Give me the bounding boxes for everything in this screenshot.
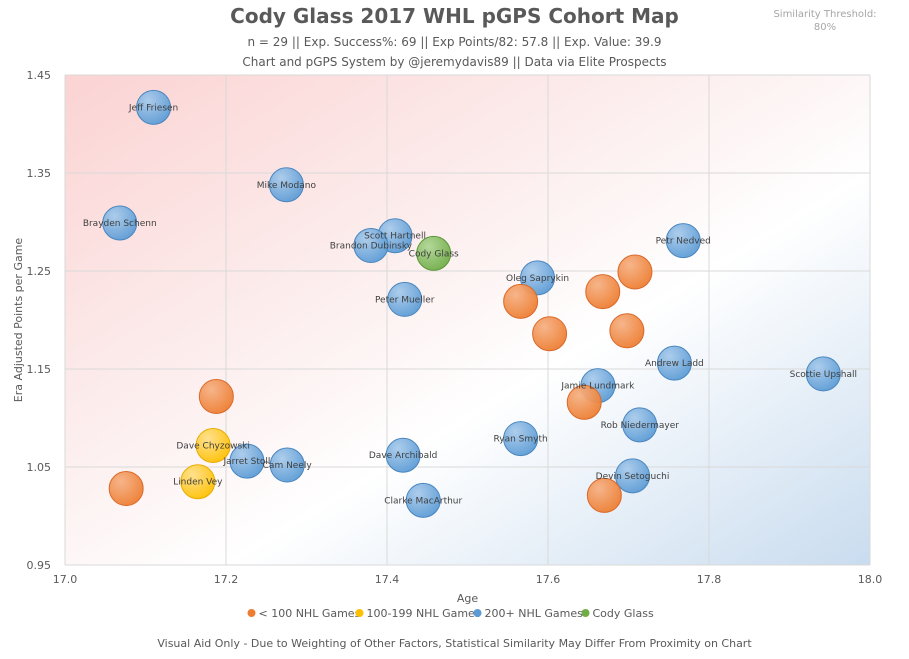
point-label: Peter Mueller	[375, 295, 435, 305]
chart-subtitle-stats: n = 29 || Exp. Success%: 69 || Exp Point…	[247, 35, 662, 49]
bubble-brayden-schenn	[102, 205, 138, 241]
point-label: Rob Niedermayer	[601, 421, 680, 431]
bubble-brandon-dubinsky	[353, 228, 389, 264]
legend-marker-200plus	[473, 609, 482, 617]
legend-marker-glass	[581, 609, 590, 617]
bubble-unnamed-lt100	[108, 471, 144, 507]
bubble-unnamed-lt100	[503, 283, 539, 319]
y-tick-label: 1.45	[27, 69, 52, 82]
bubble-unnamed-lt100	[198, 378, 234, 414]
x-axis-title: Age	[457, 592, 479, 605]
bubble-andrew-ladd	[656, 345, 692, 381]
point-label: Jarret Stoll	[222, 457, 270, 467]
data-points: Jeff Friesen Mike Modano Brayden Schenn Sco…	[83, 89, 857, 518]
chart-subtitle-credits: Chart and pGPS System by @jeremydavis89 …	[242, 55, 667, 69]
point-label: Brayden Schenn	[83, 219, 157, 229]
y-tick-label: 1.25	[27, 265, 52, 278]
y-tick-label: 1.35	[27, 167, 52, 180]
y-tick-label: 0.95	[27, 559, 52, 572]
bubble-unnamed-lt100	[586, 477, 622, 513]
bubble-jeff-friesen	[136, 89, 172, 125]
point-label: Dave Archibald	[369, 451, 437, 461]
bubble-rob-niedermayer	[622, 407, 658, 443]
bubble-scottie-upshall	[805, 356, 841, 392]
bubble-linden-vey	[180, 464, 216, 500]
x-tick-label: 17.6	[536, 573, 561, 586]
legend-label-lt100: < 100 NHL Games	[259, 607, 361, 620]
legend-marker-lt100	[247, 609, 256, 617]
point-label: Scott Hartnell	[364, 232, 426, 242]
point-label: Jamie Lundmark	[560, 382, 635, 392]
point-label: Andrew Ladd	[645, 359, 704, 369]
x-tick-label: 18.0	[858, 573, 883, 586]
bubble-dave-chyzowski	[195, 427, 231, 463]
bubble-unnamed-lt100	[566, 384, 602, 420]
point-label: Jeff Friesen	[128, 103, 178, 113]
similarity-threshold: Similarity Threshold: 80%	[760, 8, 890, 34]
y-tick-label: 1.15	[27, 363, 52, 376]
chart-title: Cody Glass 2017 WHL pGPS Cohort Map	[230, 4, 679, 28]
y-axis-title: Era Adjusted Points per Game	[12, 238, 25, 403]
bubble-dave-archibald	[385, 437, 421, 473]
point-label: Mike Modano	[257, 181, 317, 191]
bubble-cody-glass	[416, 235, 452, 271]
bubble-unnamed-lt100	[532, 316, 568, 352]
bubble-ryan-smyth	[503, 421, 539, 457]
point-label: Brandon Dubinsky	[330, 242, 413, 252]
x-tick-label: 17.4	[375, 573, 400, 586]
bubble-petr-nedved	[665, 223, 701, 259]
point-label: Oleg Saprykin	[506, 274, 569, 284]
point-label: Ryan Smyth	[494, 435, 548, 445]
point-label: Devin Setoguchi	[596, 472, 670, 482]
bubble-unnamed-lt100	[609, 313, 645, 349]
bubble-jarret-stoll	[229, 443, 265, 479]
legend-label-glass: Cody Glass	[593, 607, 654, 620]
bubble-devin-setoguchi	[615, 458, 651, 494]
similarity-threshold-label: Similarity Threshold:	[773, 9, 877, 20]
bubble-unnamed-lt100	[585, 274, 621, 310]
bubble-peter-mueller	[387, 281, 423, 317]
point-label: Cam Neely	[263, 461, 313, 471]
point-label: Petr Nedved	[656, 237, 711, 247]
bubble-mike-modano	[268, 167, 304, 203]
y-tick-label: 1.05	[27, 461, 52, 474]
x-tick-label: 17.2	[214, 573, 239, 586]
legend-marker-100to199	[355, 609, 364, 617]
legend: < 100 NHL Games 100-199 NHL Games 200+ NHL…	[247, 607, 654, 620]
similarity-threshold-value: 80%	[813, 22, 837, 33]
point-label: Clarke MacArthur	[384, 496, 462, 506]
bubble-clarke-macarthur	[405, 482, 441, 518]
bubble-cam-neely	[269, 447, 305, 483]
point-label: Scottie Upshall	[790, 370, 857, 380]
point-label: Dave Chyzowski	[176, 441, 249, 451]
point-label: Cody Glass	[409, 249, 459, 259]
x-tick-label: 17.0	[53, 573, 78, 586]
legend-label-100to199: 100-199 NHL Games	[367, 607, 481, 620]
y-tick-labels: 0.95 1.05 1.15 1.25 1.35 1.45	[27, 69, 52, 572]
legend-label-200plus: 200+ NHL Games	[485, 607, 584, 620]
footer-note: Visual Aid Only - Due to Weighting of Ot…	[157, 637, 752, 650]
x-tick-labels: 17.0 17.2 17.4 17.6 17.8 18.0	[53, 573, 883, 586]
point-label: Linden Vey	[173, 478, 223, 488]
x-tick-label: 17.8	[697, 573, 722, 586]
bubble-unnamed-lt100	[617, 254, 653, 290]
